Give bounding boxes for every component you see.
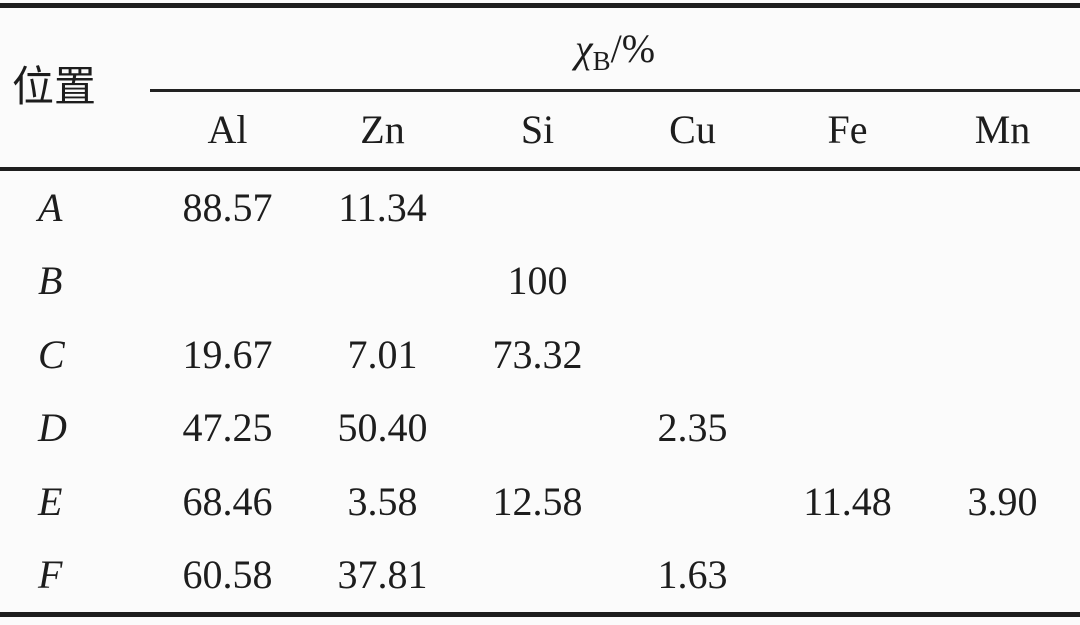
table-cell — [615, 169, 770, 245]
table-cell: 68.46 — [182, 478, 273, 524]
table-cell — [460, 169, 615, 245]
table-cell — [925, 169, 1080, 245]
table-cell — [770, 318, 925, 392]
column-header-mn: Mn — [925, 90, 1080, 171]
table-cell — [615, 465, 770, 539]
percent-suffix: /% — [610, 25, 656, 71]
table-cell: 1.63 — [657, 552, 728, 598]
table-cell — [615, 318, 770, 392]
table-row-e: E 68.46 3.58 12.58 11.48 3.90 — [0, 465, 1080, 539]
table-cell: 37.81 — [337, 552, 428, 598]
table-cell — [925, 539, 1080, 615]
row-label: D — [38, 405, 67, 451]
row-label: A — [38, 184, 63, 230]
column-header-zn: Zn — [305, 90, 460, 171]
mass-fraction-group-header: χB/% — [150, 5, 1080, 92]
table-row-c: C 19.67 7.01 73.32 — [0, 318, 1080, 392]
table-cell — [615, 245, 770, 319]
row-label: E — [38, 478, 63, 524]
table-cell: 88.57 — [182, 184, 273, 230]
table-cell: 73.32 — [492, 331, 583, 377]
table-cell: 3.90 — [967, 478, 1038, 524]
table-cell — [770, 392, 925, 466]
table-cell: 47.25 — [182, 405, 273, 451]
composition-table: 位置 χB/% Al Zn Si Cu Fe Mn A 88.57 11.34 — [0, 3, 1080, 617]
header-row-elements: Al Zn Si Cu Fe Mn — [0, 90, 1080, 171]
table-cell — [150, 245, 305, 319]
table-cell: 7.01 — [347, 331, 418, 377]
table-cell — [770, 245, 925, 319]
table-cell — [770, 539, 925, 615]
table-row-f: F 60.58 37.81 1.63 — [0, 539, 1080, 615]
composition-table-wrap: 位置 χB/% Al Zn Si Cu Fe Mn A 88.57 11.34 — [0, 3, 1080, 617]
table-row-b: B 100 — [0, 245, 1080, 319]
row-label: B — [38, 258, 63, 304]
table-cell: 11.34 — [338, 184, 427, 230]
position-column-header: 位置 — [0, 5, 150, 171]
table-cell — [460, 539, 615, 615]
row-label: F — [38, 552, 63, 598]
table-cell: 2.35 — [657, 405, 728, 451]
column-header-si: Si — [460, 90, 615, 171]
chi-symbol: χ — [574, 25, 593, 71]
table-body: A 88.57 11.34 B 100 C 19.67 7.01 — [0, 169, 1080, 615]
table-row-a: A 88.57 11.34 — [0, 169, 1080, 245]
column-header-al: Al — [150, 90, 305, 171]
header-row-group: 位置 χB/% — [0, 5, 1080, 171]
table-cell: 60.58 — [182, 552, 273, 598]
table-cell — [925, 245, 1080, 319]
table-cell: 100 — [507, 258, 568, 304]
table-cell: 12.58 — [492, 478, 583, 524]
table-row-d: D 47.25 50.40 2.35 — [0, 392, 1080, 466]
table-cell — [925, 392, 1080, 466]
table-cell — [460, 392, 615, 466]
row-label: C — [38, 331, 65, 377]
table-cell: 11.48 — [803, 478, 892, 524]
table-cell: 50.40 — [337, 405, 428, 451]
column-header-fe: Fe — [770, 90, 925, 171]
table-cell: 19.67 — [182, 331, 273, 377]
table-cell — [925, 318, 1080, 392]
table-cell — [305, 245, 460, 319]
table-cell — [770, 169, 925, 245]
table-cell: 3.58 — [347, 478, 418, 524]
table-header: 位置 χB/% Al Zn Si Cu Fe Mn — [0, 5, 1080, 171]
chi-subscript-b: B — [592, 45, 611, 76]
column-header-cu: Cu — [615, 90, 770, 171]
